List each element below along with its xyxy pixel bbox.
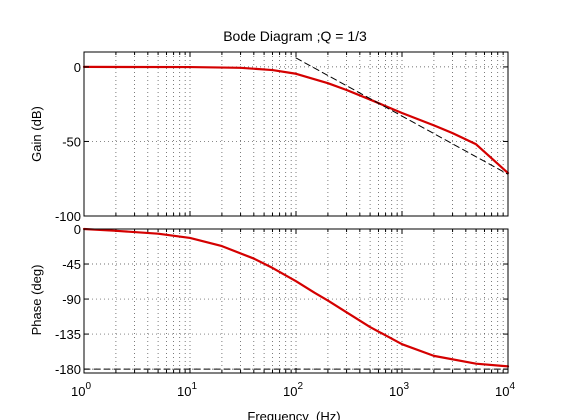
y-tick-label: 0: [74, 60, 81, 75]
gain-series: [82, 57, 510, 175]
x-axis-label: Frequency (Hz): [247, 409, 340, 420]
x-tick-label: 100: [71, 381, 91, 399]
x-tick-label: 103: [389, 381, 409, 399]
y-tick-label: -100: [55, 209, 81, 224]
x-tick-label: 101: [177, 381, 197, 399]
gain-y-ticks: 0 -50 -100: [55, 60, 508, 224]
x-tick-label: 102: [283, 381, 303, 399]
gain-panel: 0 -50 -100 Gain (dB): [29, 51, 510, 224]
response-curve: [82, 65, 510, 175]
x-tick-label: 104: [495, 381, 515, 399]
gain-y-axis-label: Gain (dB): [29, 106, 44, 162]
y-tick-label: -135: [55, 327, 81, 342]
y-tick-label: 0: [74, 222, 81, 237]
y-tick-label: -45: [62, 257, 81, 272]
response-curve: [82, 227, 510, 368]
y-tick-label: -90: [62, 292, 81, 307]
phase-y-axis-label: Phase (deg): [29, 265, 44, 336]
phase-grid: [83, 229, 509, 373]
phase-panel: 0 -45 -90 -135 -180 Phase (deg): [29, 222, 510, 377]
phase-series: [82, 227, 510, 370]
chart-title: Bode Diagram ;Q = 1/3: [223, 28, 367, 44]
asymptote-line: [295, 57, 509, 175]
phase-axes-box: [83, 228, 509, 374]
x-tick-labels: 100 101 102 103 104: [71, 381, 515, 399]
gain-grid: [83, 52, 509, 216]
phase-y-ticks: 0 -45 -90 -135 -180: [55, 222, 508, 377]
y-tick-label: -180: [55, 362, 81, 377]
gain-axes-box: [83, 51, 509, 217]
y-tick-label: -50: [62, 134, 81, 149]
